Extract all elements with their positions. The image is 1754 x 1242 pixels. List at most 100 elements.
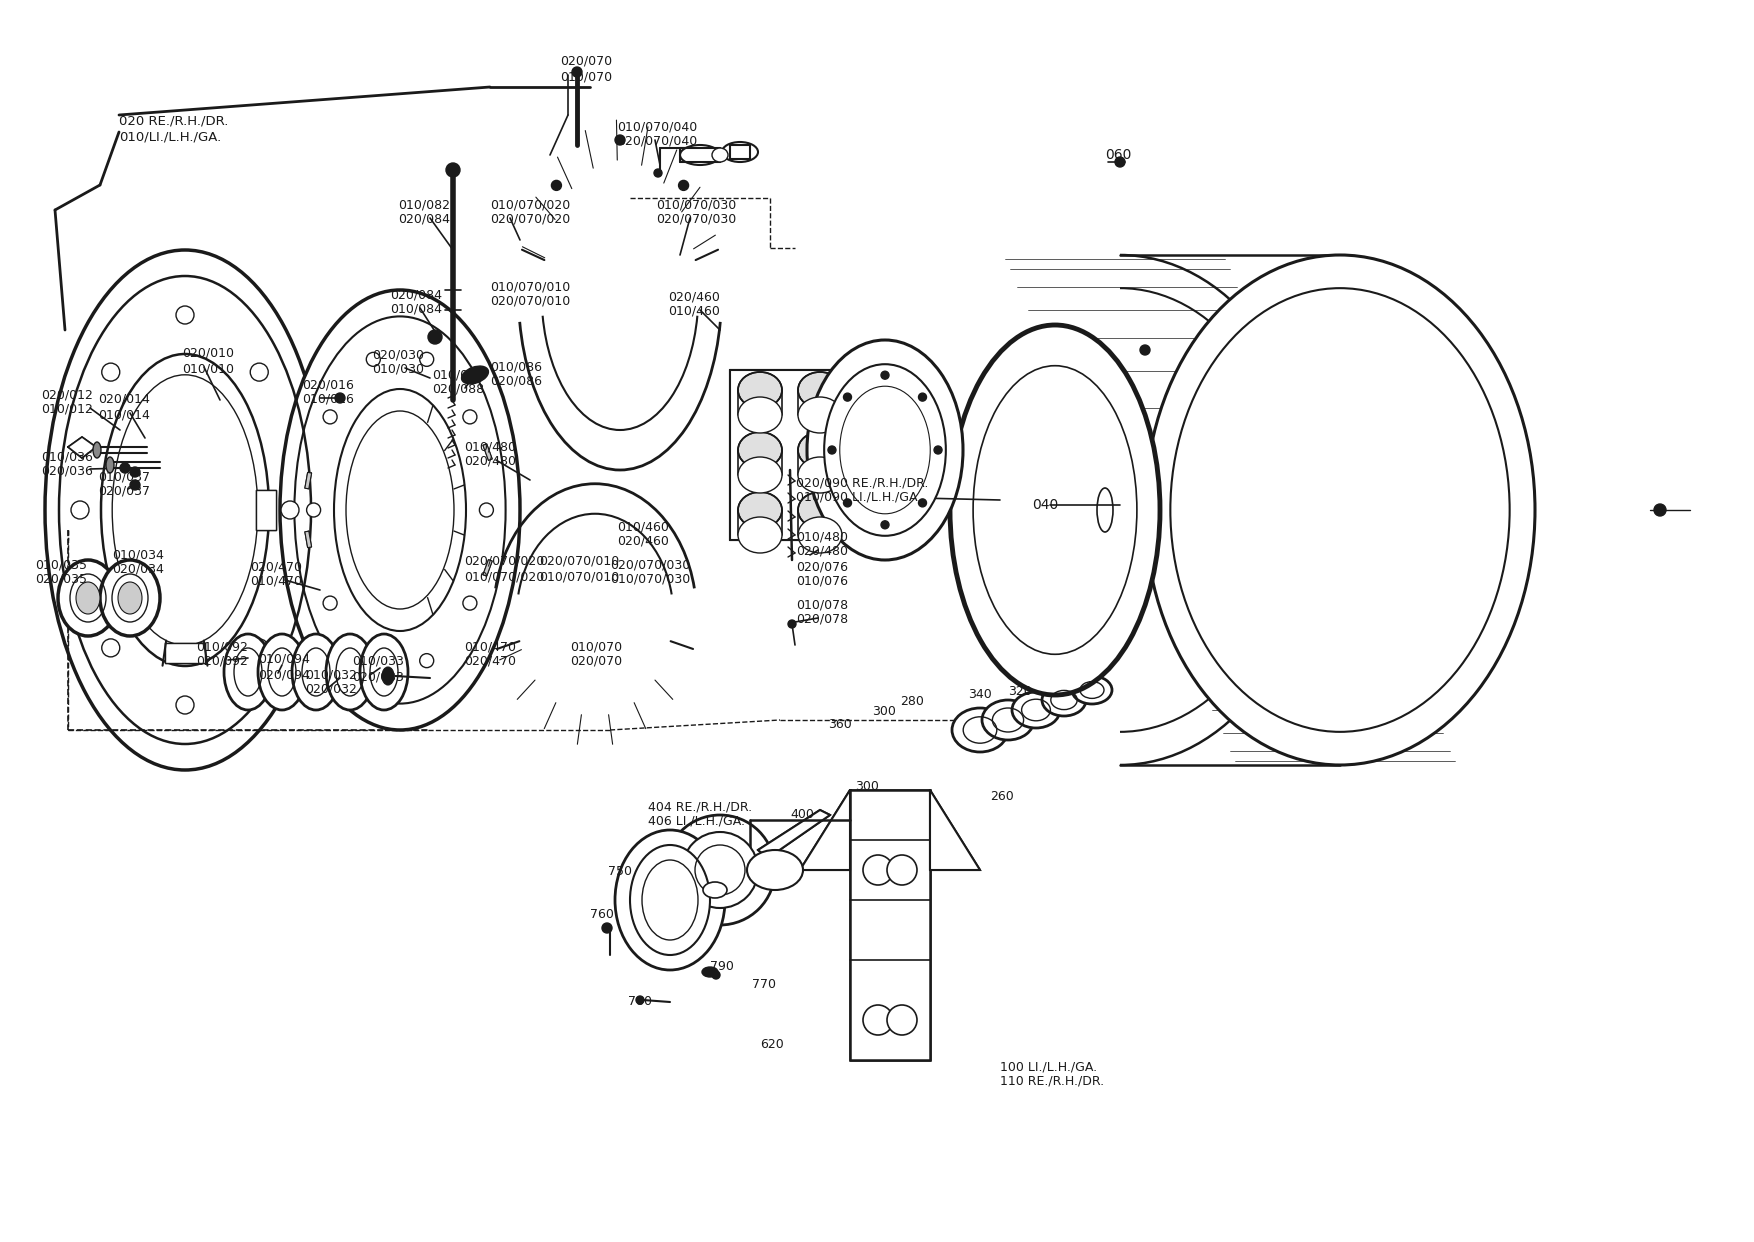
Ellipse shape — [951, 325, 1159, 696]
Text: 260: 260 — [989, 790, 1014, 804]
Ellipse shape — [888, 1005, 917, 1035]
Ellipse shape — [616, 830, 724, 970]
Polygon shape — [305, 532, 312, 548]
Ellipse shape — [251, 638, 268, 657]
Text: 020/016
010/016: 020/016 010/016 — [302, 378, 354, 406]
Ellipse shape — [747, 850, 803, 891]
Ellipse shape — [326, 633, 374, 710]
Ellipse shape — [703, 882, 726, 898]
Circle shape — [881, 520, 889, 529]
Circle shape — [1654, 504, 1666, 515]
Text: 020/084
010/084: 020/084 010/084 — [389, 288, 442, 315]
Circle shape — [119, 463, 130, 473]
Text: 020/070/010
010/070/010: 020/070/010 010/070/010 — [538, 555, 619, 582]
Text: 100 LI./L.H./GA.
110 RE./R.H./DR.: 100 LI./L.H./GA. 110 RE./R.H./DR. — [1000, 1059, 1103, 1088]
Text: 010/070/010
020/070/010: 010/070/010 020/070/010 — [489, 279, 570, 308]
Circle shape — [919, 499, 926, 507]
Ellipse shape — [70, 501, 89, 519]
Circle shape — [335, 392, 346, 402]
Text: 020/012
010/012: 020/012 010/012 — [40, 388, 93, 416]
Ellipse shape — [419, 353, 433, 366]
Ellipse shape — [323, 596, 337, 610]
Ellipse shape — [738, 457, 782, 493]
Ellipse shape — [798, 457, 842, 493]
Circle shape — [935, 446, 942, 455]
Ellipse shape — [1012, 692, 1059, 728]
Text: 360: 360 — [828, 718, 852, 732]
Ellipse shape — [175, 306, 195, 324]
Ellipse shape — [281, 501, 298, 519]
Ellipse shape — [888, 854, 917, 886]
Circle shape — [602, 923, 612, 933]
Ellipse shape — [105, 457, 114, 473]
Circle shape — [551, 180, 561, 190]
Ellipse shape — [952, 708, 1009, 751]
Ellipse shape — [712, 148, 728, 161]
Ellipse shape — [738, 373, 782, 409]
Text: 770: 770 — [752, 977, 775, 991]
Ellipse shape — [291, 633, 340, 710]
Ellipse shape — [367, 353, 381, 366]
Ellipse shape — [281, 289, 519, 730]
Text: 010/032
020/032: 010/032 020/032 — [305, 668, 356, 696]
Text: 400: 400 — [789, 809, 814, 821]
Ellipse shape — [798, 432, 842, 468]
Circle shape — [1116, 156, 1124, 166]
Text: 300: 300 — [872, 705, 896, 718]
Ellipse shape — [463, 410, 477, 424]
Text: 010/480
020/480
020/076
010/076: 010/480 020/480 020/076 010/076 — [796, 530, 847, 587]
Polygon shape — [758, 810, 830, 858]
Ellipse shape — [225, 633, 272, 710]
Text: 020/030
010/030: 020/030 010/030 — [372, 348, 424, 376]
Text: 020/070
010/070: 020/070 010/070 — [560, 55, 612, 83]
Text: 010/082
020/084: 010/082 020/084 — [398, 197, 451, 226]
Ellipse shape — [382, 667, 395, 686]
Text: 010/094
020/094: 010/094 020/094 — [258, 653, 310, 681]
Circle shape — [637, 996, 644, 1004]
Circle shape — [788, 620, 796, 628]
Ellipse shape — [100, 560, 160, 636]
Text: 750: 750 — [609, 864, 631, 878]
Ellipse shape — [102, 354, 268, 666]
Text: 010/078
020/078: 010/078 020/078 — [796, 597, 849, 626]
Text: 020/070/030
010/070/030: 020/070/030 010/070/030 — [610, 558, 691, 586]
Text: 010/036
020/036: 010/036 020/036 — [40, 450, 93, 478]
Ellipse shape — [824, 364, 945, 535]
Text: 320: 320 — [1009, 686, 1031, 698]
Text: 404 RE./R.H./DR.
406 LI./L.H./GA.: 404 RE./R.H./DR. 406 LI./L.H./GA. — [647, 800, 752, 828]
Polygon shape — [482, 443, 493, 461]
Text: 760: 760 — [589, 908, 614, 922]
Polygon shape — [851, 790, 930, 1059]
Ellipse shape — [798, 397, 842, 433]
Ellipse shape — [102, 638, 119, 657]
Ellipse shape — [738, 397, 782, 433]
Ellipse shape — [360, 633, 409, 710]
Polygon shape — [68, 437, 96, 458]
Ellipse shape — [479, 503, 493, 517]
Ellipse shape — [419, 653, 433, 668]
Text: 010/037
020/037: 010/037 020/037 — [98, 469, 151, 498]
Text: 020/090 RE./R.H./DR.
010/090 LI./L.H./GA.: 020/090 RE./R.H./DR. 010/090 LI./L.H./GA… — [796, 476, 928, 504]
Text: 020/070/020
010/070/020: 020/070/020 010/070/020 — [465, 555, 544, 582]
Ellipse shape — [258, 633, 305, 710]
Text: 010/460
020/460: 010/460 020/460 — [617, 520, 668, 548]
Ellipse shape — [367, 653, 381, 668]
Ellipse shape — [682, 832, 758, 908]
Text: 010/035
020/035: 010/035 020/035 — [35, 558, 88, 586]
Ellipse shape — [1072, 676, 1112, 704]
Text: 620: 620 — [759, 1038, 784, 1051]
Text: 020 RE./R.H./DR.
010/LI./L.H./GA.: 020 RE./R.H./DR. 010/LI./L.H./GA. — [119, 116, 228, 143]
Text: 010/086
020/086: 010/086 020/086 — [489, 360, 542, 388]
Ellipse shape — [738, 432, 782, 468]
Ellipse shape — [798, 517, 842, 553]
Ellipse shape — [323, 410, 337, 424]
Circle shape — [1140, 345, 1151, 355]
Circle shape — [844, 394, 851, 401]
Ellipse shape — [1145, 255, 1535, 765]
Text: 010/070/040
020/070/040: 010/070/040 020/070/040 — [617, 120, 698, 148]
Ellipse shape — [102, 363, 119, 381]
Text: 020/010
010/010: 020/010 010/010 — [182, 347, 233, 375]
Ellipse shape — [863, 1005, 893, 1035]
Text: 010/070/020
020/070/020: 010/070/020 020/070/020 — [489, 197, 570, 226]
Text: 010/092
020/092: 010/092 020/092 — [196, 640, 247, 668]
